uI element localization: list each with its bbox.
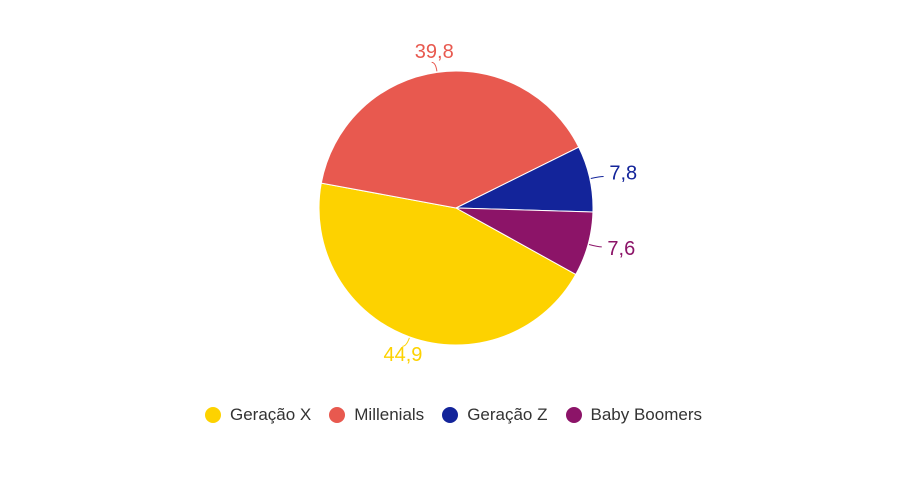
data-label-geracao-z: 7,8 (609, 163, 637, 185)
data-label-geracao-x: 44,9 (384, 344, 423, 366)
legend-swatch-geracao-x (205, 407, 221, 423)
leader-line-millenials (431, 61, 438, 72)
legend-item-geracao-x[interactable]: Geração X (205, 405, 311, 425)
legend-item-millenials[interactable]: Millenials (329, 405, 424, 425)
pie-slice-geracao-x[interactable] (318, 182, 577, 346)
legend-item-baby-boomers[interactable]: Baby Boomers (565, 405, 703, 425)
legend-swatch-millenials (329, 407, 346, 423)
legend-swatch-baby-boomers (565, 407, 582, 423)
legend: Geração X Millenials Geração Z Baby Boom… (0, 400, 907, 430)
legend-label: Geração X (230, 405, 312, 424)
legend-label: Baby Boomers (590, 405, 703, 424)
leader-line-geracao-z (590, 176, 604, 179)
data-label-baby-boomers: 7,6 (607, 238, 635, 260)
pie-chart: 44,9 39,8 7,8 7,6 (318, 41, 637, 366)
legend-label: Geração Z (467, 405, 548, 424)
legend-label: Millenials (354, 405, 425, 424)
legend-swatch-geracao-z (442, 407, 459, 423)
legend-item-geracao-z[interactable]: Geração Z (442, 405, 548, 425)
data-label-millenials: 39,8 (415, 41, 454, 63)
leader-line-geracao-x (402, 337, 410, 347)
pie-slice-millenials[interactable] (320, 70, 580, 209)
pie-slice-baby-boomers[interactable] (455, 207, 594, 276)
leader-line-baby-boomers (588, 244, 602, 248)
